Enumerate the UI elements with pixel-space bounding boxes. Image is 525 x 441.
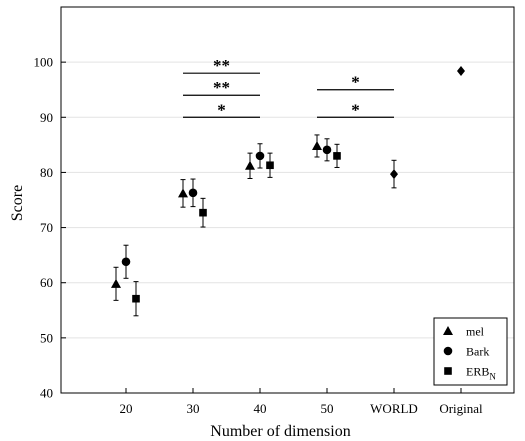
x-tick-label: WORLD (370, 401, 418, 416)
legend: mel Bark ERBN (433, 317, 508, 386)
data-point-triangle (111, 278, 121, 288)
y-tick-label: 80 (40, 165, 53, 180)
y-tick-label: 90 (40, 110, 53, 125)
data-point-diamond (390, 169, 398, 180)
data-point-circle (188, 188, 198, 198)
data-point-diamond (457, 65, 465, 76)
grid-layer (61, 61, 514, 339)
legend-label: ERBN (466, 365, 496, 382)
data-point-circle (255, 151, 265, 161)
legend-label-subscript: N (489, 372, 496, 382)
y-tick-label: 40 (40, 386, 53, 401)
x-tick-label: 30 (187, 401, 200, 416)
x-tick-label: 40 (254, 401, 267, 416)
ticks-layer: 40 50 60 70 80 90 100 20 30 40 50 WORLD Original (34, 55, 484, 416)
data-point-square (333, 152, 341, 160)
data-point-triangle (178, 188, 188, 198)
x-tick-label: 50 (321, 401, 334, 416)
significance-layer: ******* (183, 56, 394, 119)
y-tick-label: 60 (40, 275, 53, 290)
legend-label: mel (466, 325, 485, 339)
data-point-square (199, 208, 207, 217)
data-layer (111, 65, 465, 317)
significance-label: * (351, 73, 360, 92)
significance-label: ** (213, 56, 230, 75)
legend-marker-circle (443, 346, 453, 356)
x-axis-label: Number of dimension (210, 423, 350, 440)
y-tick-label: 100 (34, 55, 54, 70)
data-point-circle (322, 145, 332, 155)
significance-label: * (217, 100, 226, 119)
significance-label: * (351, 100, 360, 119)
legend-marker-square (444, 367, 452, 375)
data-point-square (266, 161, 274, 170)
y-axis-label: Score (9, 185, 26, 221)
legend-marker-triangle (443, 326, 453, 335)
legend-label: Bark (466, 345, 489, 359)
data-point-triangle (312, 140, 322, 150)
data-point-square (132, 294, 140, 303)
x-tick-label: Original (439, 401, 483, 416)
data-point-triangle (245, 160, 255, 170)
y-tick-label: 70 (40, 220, 53, 235)
plot-area-frame (60, 6, 515, 394)
x-tick-label: 20 (120, 401, 133, 416)
y-tick-label: 50 (40, 330, 53, 345)
data-point-circle (121, 257, 131, 267)
significance-label: ** (213, 78, 230, 97)
